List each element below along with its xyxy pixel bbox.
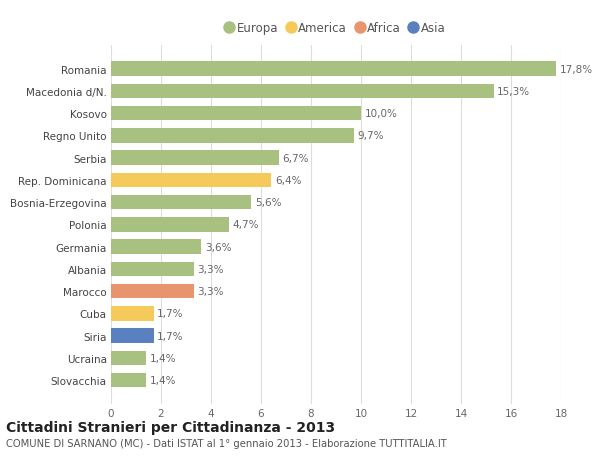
Bar: [111, 218, 229, 232]
Text: 15,3%: 15,3%: [497, 87, 530, 96]
Bar: [111, 307, 154, 321]
Text: 5,6%: 5,6%: [255, 198, 281, 207]
Bar: [111, 196, 251, 210]
Text: 3,3%: 3,3%: [197, 264, 224, 274]
Bar: [111, 351, 146, 365]
Bar: [111, 240, 201, 254]
Text: 1,4%: 1,4%: [150, 353, 176, 363]
Text: 3,6%: 3,6%: [205, 242, 231, 252]
Text: 17,8%: 17,8%: [560, 64, 593, 74]
Text: 1,7%: 1,7%: [157, 309, 184, 319]
Bar: [111, 151, 278, 166]
Text: 10,0%: 10,0%: [365, 109, 398, 119]
Text: 1,4%: 1,4%: [150, 375, 176, 386]
Text: 9,7%: 9,7%: [357, 131, 384, 141]
Bar: [111, 173, 271, 188]
Bar: [111, 284, 193, 299]
Bar: [111, 129, 353, 143]
Bar: [111, 84, 493, 99]
Legend: Europa, America, Africa, Asia: Europa, America, Africa, Asia: [225, 21, 447, 36]
Bar: [111, 329, 154, 343]
Bar: [111, 262, 193, 277]
Text: COMUNE DI SARNANO (MC) - Dati ISTAT al 1° gennaio 2013 - Elaborazione TUTTITALIA: COMUNE DI SARNANO (MC) - Dati ISTAT al 1…: [6, 438, 447, 448]
Text: 6,7%: 6,7%: [282, 153, 309, 163]
Text: 6,4%: 6,4%: [275, 175, 301, 185]
Text: 1,7%: 1,7%: [157, 331, 184, 341]
Bar: [111, 373, 146, 388]
Text: Cittadini Stranieri per Cittadinanza - 2013: Cittadini Stranieri per Cittadinanza - 2…: [6, 420, 335, 434]
Bar: [111, 106, 361, 121]
Text: 3,3%: 3,3%: [197, 286, 224, 297]
Text: 4,7%: 4,7%: [232, 220, 259, 230]
Bar: [111, 62, 556, 77]
